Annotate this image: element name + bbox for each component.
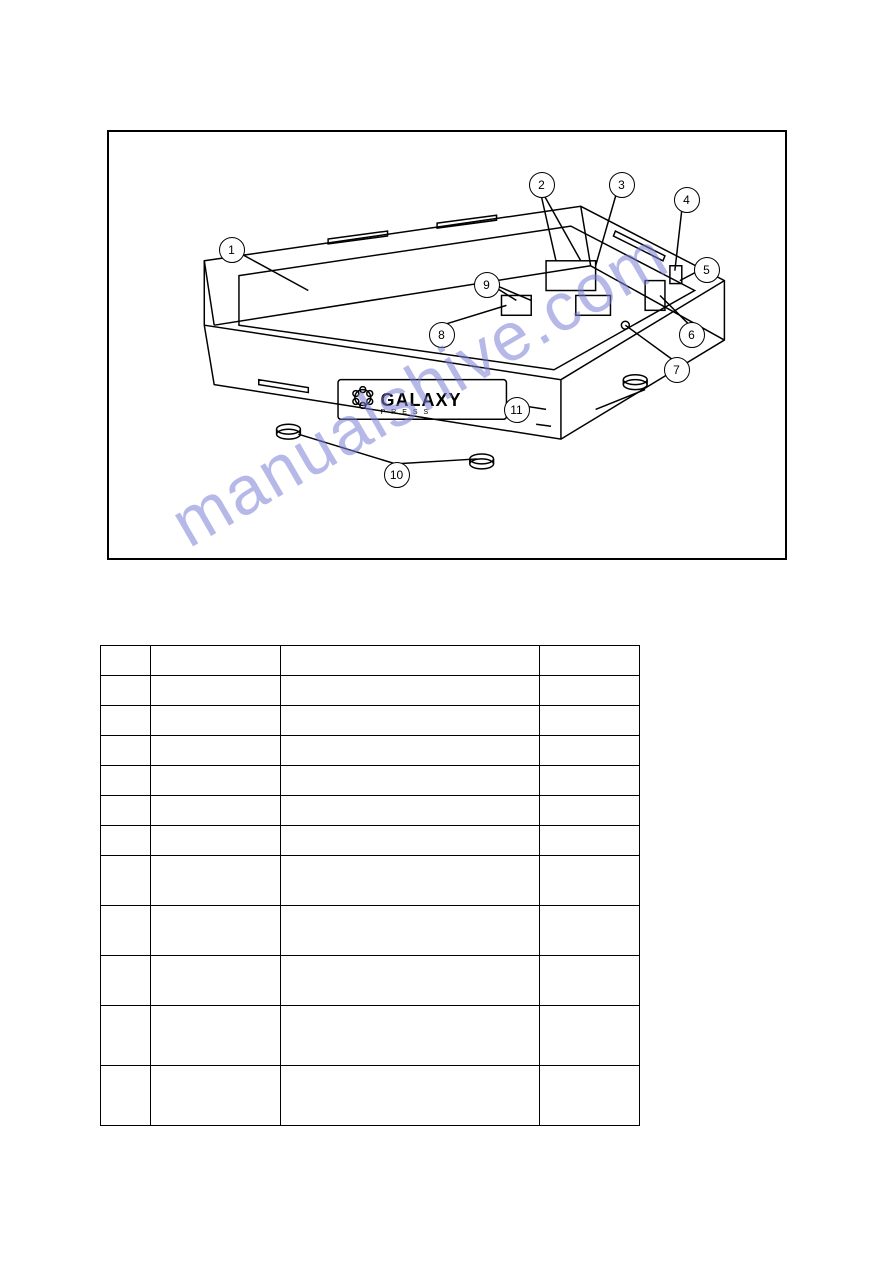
parts-table [100, 645, 640, 1126]
callout-6: 6 [679, 322, 705, 348]
callout-1: 1 [219, 237, 245, 263]
callout-label: 10 [390, 468, 403, 482]
callout-label: 6 [688, 328, 695, 342]
table-row [101, 736, 640, 766]
table-row [101, 1006, 640, 1066]
table-row [101, 856, 640, 906]
callout-label: 5 [703, 263, 710, 277]
callout-label: 1 [228, 243, 235, 257]
table-row [101, 676, 640, 706]
callout-8: 8 [429, 322, 455, 348]
callout-label: 7 [673, 363, 680, 377]
table-row [101, 956, 640, 1006]
callout-7: 7 [664, 357, 690, 383]
table-row [101, 826, 640, 856]
table-row [101, 796, 640, 826]
callout-5: 5 [694, 257, 720, 283]
callout-10: 10 [384, 462, 410, 488]
table-row [101, 766, 640, 796]
callout-label: 2 [538, 178, 545, 192]
callout-11: 11 [504, 397, 530, 423]
callout-label: 11 [510, 403, 522, 417]
callout-3: 3 [609, 172, 635, 198]
parts-diagram: 1 2 3 4 5 6 7 8 9 10 11 GALAXY PRESS [107, 130, 787, 560]
brand-subtitle: PRESS [381, 409, 462, 416]
brand-name: GALAXY [381, 390, 462, 410]
table-row [101, 906, 640, 956]
callout-label: 9 [483, 278, 490, 292]
table-row [101, 1066, 640, 1126]
callout-9: 9 [474, 272, 500, 298]
table-row [101, 706, 640, 736]
callout-2: 2 [529, 172, 555, 198]
callout-4: 4 [674, 187, 700, 213]
callout-label: 4 [683, 193, 690, 207]
callout-label: 3 [618, 178, 625, 192]
table-row [101, 646, 640, 676]
brand-block: GALAXY PRESS [381, 390, 462, 416]
callout-label: 8 [438, 328, 445, 342]
